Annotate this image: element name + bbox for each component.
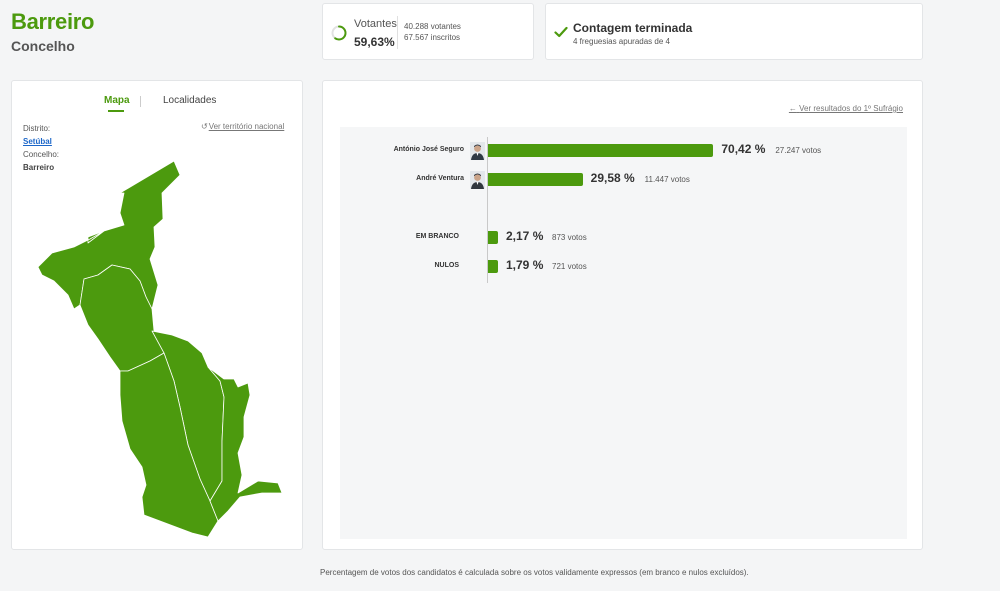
result-bar	[488, 173, 583, 186]
result-percent: 29,58 %	[590, 171, 635, 185]
result-bar	[488, 231, 498, 244]
result-label: EM BRANCO	[415, 233, 459, 240]
active-tab-indicator	[108, 110, 124, 112]
result-votes: 11.447 votos	[644, 175, 690, 184]
page-subtitle: Concelho	[11, 38, 75, 54]
territorio-nacional-link[interactable]: ↺Ver território nacional	[201, 122, 284, 131]
contagem-card: Contagem terminada 4 freguesias apuradas…	[545, 3, 923, 60]
map-tabs: Mapa Localidades	[12, 95, 302, 115]
result-label: NULOS	[434, 262, 460, 269]
tab-mapa[interactable]: Mapa	[104, 95, 130, 106]
turnout-ring-icon	[331, 25, 347, 41]
arrow-left-icon: ←	[788, 104, 797, 113]
freguesia-east[interactable]	[207, 366, 283, 522]
result-percent: 2,17 %	[506, 229, 544, 243]
result-row: António José Seguro 70,42 % 27.247 votos	[323, 142, 924, 160]
footnote: Percentagem de votos dos candidatos é ca…	[320, 568, 749, 577]
undo-icon: ↺	[201, 122, 208, 131]
candidate-avatar	[470, 142, 485, 160]
result-percent: 70,42 %	[721, 142, 766, 156]
tab-divider	[140, 96, 141, 107]
result-row: NULOS 1,79 % 721 votos	[323, 258, 924, 276]
freguesias-map	[37, 160, 283, 538]
check-icon	[554, 26, 568, 38]
distrito-label: Distrito:	[23, 124, 51, 133]
concelho-map	[37, 160, 283, 538]
results-panel: ← Ver resultados do 1º Sufrágio António …	[322, 80, 923, 550]
freguesia-south[interactable]	[119, 352, 219, 538]
result-percent: 1,79 %	[506, 258, 544, 272]
result-bar	[488, 260, 498, 273]
tab-localidades[interactable]: Localidades	[163, 95, 217, 106]
candidate-avatar	[470, 171, 485, 189]
page-title: Barreiro	[11, 9, 95, 34]
result-label: André Ventura	[416, 175, 464, 182]
result-row: EM BRANCO 2,17 % 873 votos	[323, 229, 924, 247]
result-bar	[488, 144, 714, 157]
chart-axis-line	[487, 137, 488, 283]
votantes-card: Votantes 59,63% 40.288 votantes 67.567 i…	[322, 3, 534, 60]
votantes-label: Votantes	[354, 18, 397, 30]
distrito-link[interactable]: Setúbal	[23, 137, 52, 146]
results-chart-area	[340, 127, 907, 539]
location-breadcrumb: Distrito: Setúbal Concelho: Barreiro	[23, 122, 59, 174]
votantes-percent: 59,63%	[354, 35, 395, 49]
map-panel: Mapa Localidades Distrito: Setúbal Conce…	[11, 80, 303, 550]
concelho-label: Concelho:	[23, 150, 60, 159]
votantes-count: 40.288 votantes	[404, 22, 461, 31]
concelho-value: Barreiro	[23, 163, 55, 172]
result-votes: 27.247 votos	[775, 146, 822, 155]
contagem-subtitle: 4 freguesias apuradas de 4	[573, 37, 670, 46]
contagem-title: Contagem terminada	[573, 21, 693, 35]
divider	[397, 16, 398, 49]
result-label: António José Seguro	[393, 146, 464, 153]
first-round-link[interactable]: ← Ver resultados do 1º Sufrágio	[789, 104, 903, 113]
result-row: André Ventura 29,58 % 11.447 votos	[323, 171, 924, 189]
territorio-link-text: Ver território nacional	[208, 122, 285, 131]
result-votes: 721 votos	[552, 262, 587, 271]
inscritos-count: 67.567 inscritos	[404, 33, 461, 42]
result-votes: 873 votos	[552, 233, 587, 242]
first-round-link-text: Ver resultados do 1º Sufrágio	[799, 104, 903, 113]
